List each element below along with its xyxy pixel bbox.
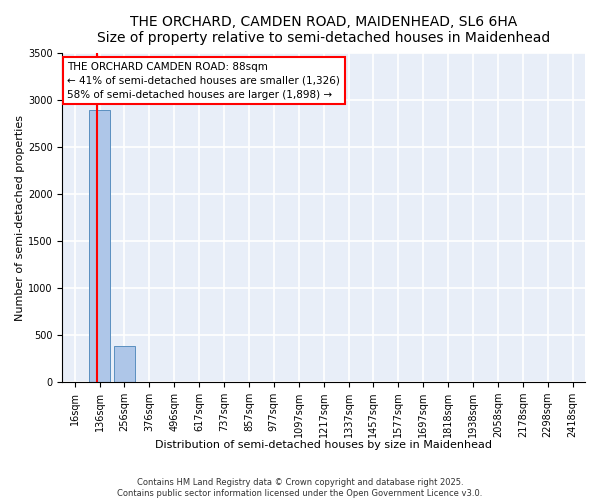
Y-axis label: Number of semi-detached properties: Number of semi-detached properties [15, 114, 25, 320]
Title: THE ORCHARD, CAMDEN ROAD, MAIDENHEAD, SL6 6HA
Size of property relative to semi-: THE ORCHARD, CAMDEN ROAD, MAIDENHEAD, SL… [97, 15, 550, 45]
Bar [89, 110, 110, 382]
X-axis label: Distribution of semi-detached houses by size in Maidenhead: Distribution of semi-detached houses by … [155, 440, 492, 450]
Text: Contains HM Land Registry data © Crown copyright and database right 2025.
Contai: Contains HM Land Registry data © Crown c… [118, 478, 482, 498]
Bar [114, 346, 135, 382]
Text: THE ORCHARD CAMDEN ROAD: 88sqm
← 41% of semi-detached houses are smaller (1,326): THE ORCHARD CAMDEN ROAD: 88sqm ← 41% of … [67, 62, 340, 100]
